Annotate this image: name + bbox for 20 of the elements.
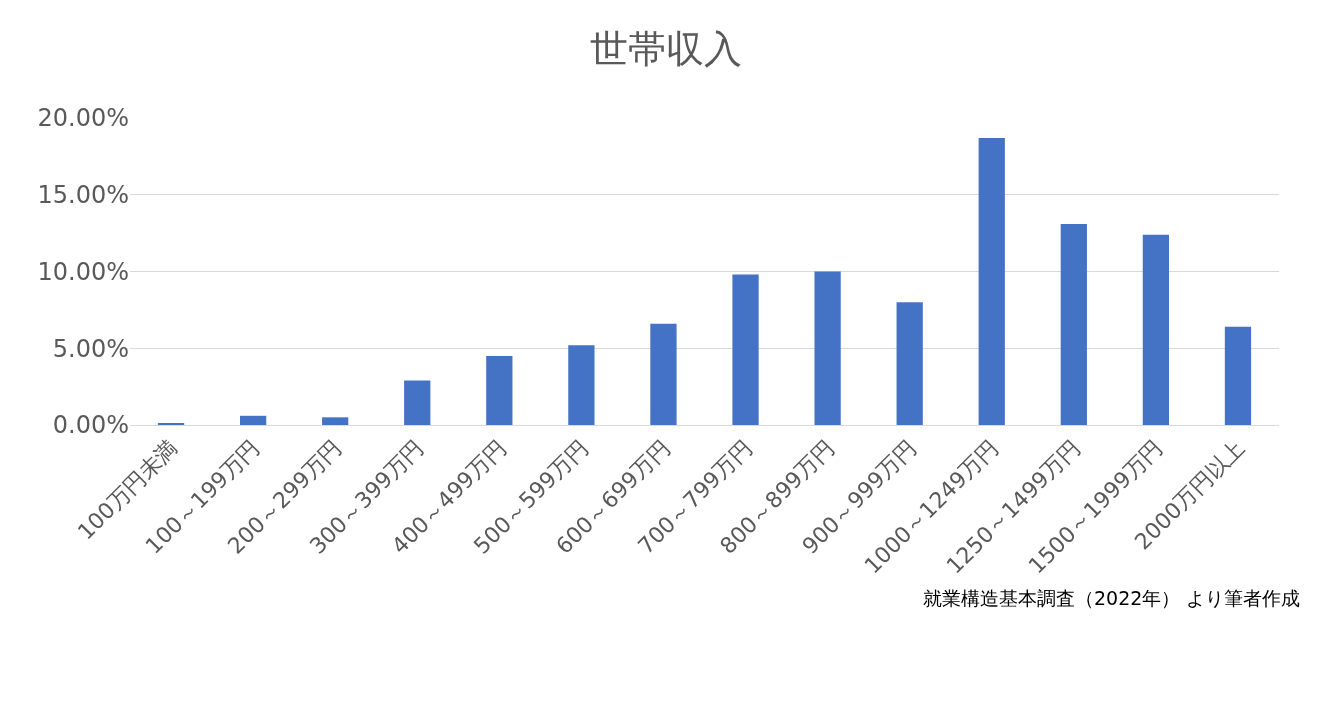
bar [568,345,595,425]
bar [404,380,431,425]
bar [896,302,923,425]
chart-title: 世帯収入 [589,27,742,71]
y-tick-label: 20.00% [37,104,129,133]
bar [1142,234,1170,425]
y-tick-label: 15.00% [37,181,129,210]
bar [1060,223,1087,425]
bar [814,271,841,425]
bar [650,323,677,425]
bar [239,415,267,425]
y-tick-label: 5.00% [52,334,129,363]
bar [978,137,1005,425]
bar [1224,326,1252,425]
y-tick-label: 0.00% [52,411,129,440]
bar [486,355,513,425]
bar [732,274,759,425]
y-tick-label: 10.00% [37,257,129,286]
bar [322,417,349,425]
text: 就業構造基本調査（2022年） より筆者作成 [923,587,1301,609]
